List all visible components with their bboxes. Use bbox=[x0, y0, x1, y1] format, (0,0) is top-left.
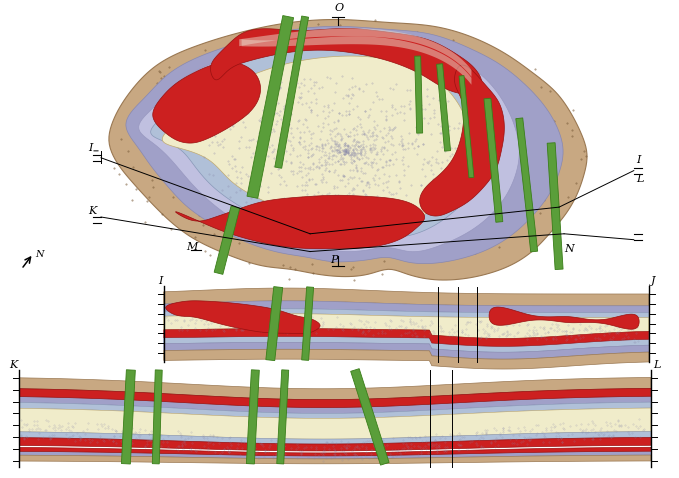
Polygon shape bbox=[19, 408, 650, 439]
Polygon shape bbox=[176, 196, 424, 249]
Polygon shape bbox=[420, 65, 504, 216]
Text: K: K bbox=[10, 360, 18, 370]
Polygon shape bbox=[19, 432, 650, 444]
Polygon shape bbox=[301, 287, 314, 360]
Polygon shape bbox=[164, 337, 648, 352]
Polygon shape bbox=[164, 342, 648, 359]
Polygon shape bbox=[547, 143, 563, 270]
Polygon shape bbox=[164, 288, 648, 306]
Polygon shape bbox=[516, 118, 538, 252]
Polygon shape bbox=[246, 370, 259, 464]
Text: I: I bbox=[636, 155, 640, 165]
Polygon shape bbox=[459, 76, 474, 178]
Text: I: I bbox=[158, 276, 162, 286]
Text: L: L bbox=[653, 360, 660, 370]
Polygon shape bbox=[164, 309, 648, 318]
Polygon shape bbox=[239, 28, 471, 77]
Polygon shape bbox=[19, 451, 650, 459]
Polygon shape bbox=[415, 56, 422, 133]
Polygon shape bbox=[19, 378, 650, 400]
Polygon shape bbox=[19, 396, 650, 413]
Polygon shape bbox=[242, 36, 471, 85]
Text: L: L bbox=[636, 174, 643, 185]
Text: N: N bbox=[35, 250, 43, 260]
Polygon shape bbox=[247, 16, 293, 198]
Polygon shape bbox=[277, 370, 289, 464]
Polygon shape bbox=[19, 455, 650, 464]
Polygon shape bbox=[489, 307, 639, 329]
Polygon shape bbox=[19, 388, 650, 408]
Polygon shape bbox=[151, 42, 486, 240]
Polygon shape bbox=[214, 206, 240, 274]
Text: P: P bbox=[330, 255, 337, 265]
Text: M: M bbox=[187, 241, 198, 251]
Polygon shape bbox=[126, 26, 563, 263]
Text: I: I bbox=[88, 143, 92, 153]
Polygon shape bbox=[109, 20, 587, 280]
Text: N: N bbox=[564, 244, 574, 253]
Text: J: J bbox=[650, 276, 655, 286]
Polygon shape bbox=[122, 370, 135, 464]
Polygon shape bbox=[164, 328, 648, 347]
Polygon shape bbox=[266, 287, 282, 360]
Polygon shape bbox=[19, 437, 650, 451]
Polygon shape bbox=[210, 29, 481, 94]
Polygon shape bbox=[139, 34, 519, 252]
Polygon shape bbox=[275, 16, 308, 168]
Polygon shape bbox=[152, 370, 162, 464]
Polygon shape bbox=[166, 301, 320, 334]
Text: O: O bbox=[335, 3, 344, 13]
Polygon shape bbox=[164, 314, 648, 338]
Polygon shape bbox=[19, 402, 650, 418]
Text: K: K bbox=[88, 206, 96, 216]
Polygon shape bbox=[350, 369, 389, 465]
Polygon shape bbox=[164, 301, 648, 313]
Polygon shape bbox=[437, 64, 451, 151]
Polygon shape bbox=[162, 56, 470, 227]
Polygon shape bbox=[153, 62, 261, 143]
Polygon shape bbox=[164, 349, 648, 369]
Polygon shape bbox=[484, 98, 503, 222]
Polygon shape bbox=[19, 447, 650, 456]
